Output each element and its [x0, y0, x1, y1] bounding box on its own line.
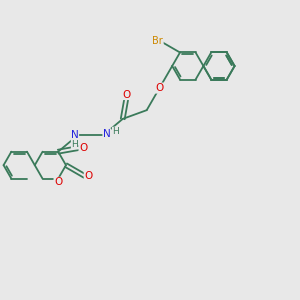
- Text: N: N: [71, 130, 79, 140]
- Text: H: H: [71, 140, 78, 149]
- Text: N: N: [103, 129, 111, 139]
- Text: O: O: [122, 89, 130, 100]
- Text: Br: Br: [152, 36, 163, 46]
- Text: O: O: [79, 143, 87, 153]
- Text: O: O: [155, 83, 164, 93]
- Text: O: O: [84, 171, 92, 181]
- Text: O: O: [54, 177, 62, 187]
- Text: H: H: [112, 127, 119, 136]
